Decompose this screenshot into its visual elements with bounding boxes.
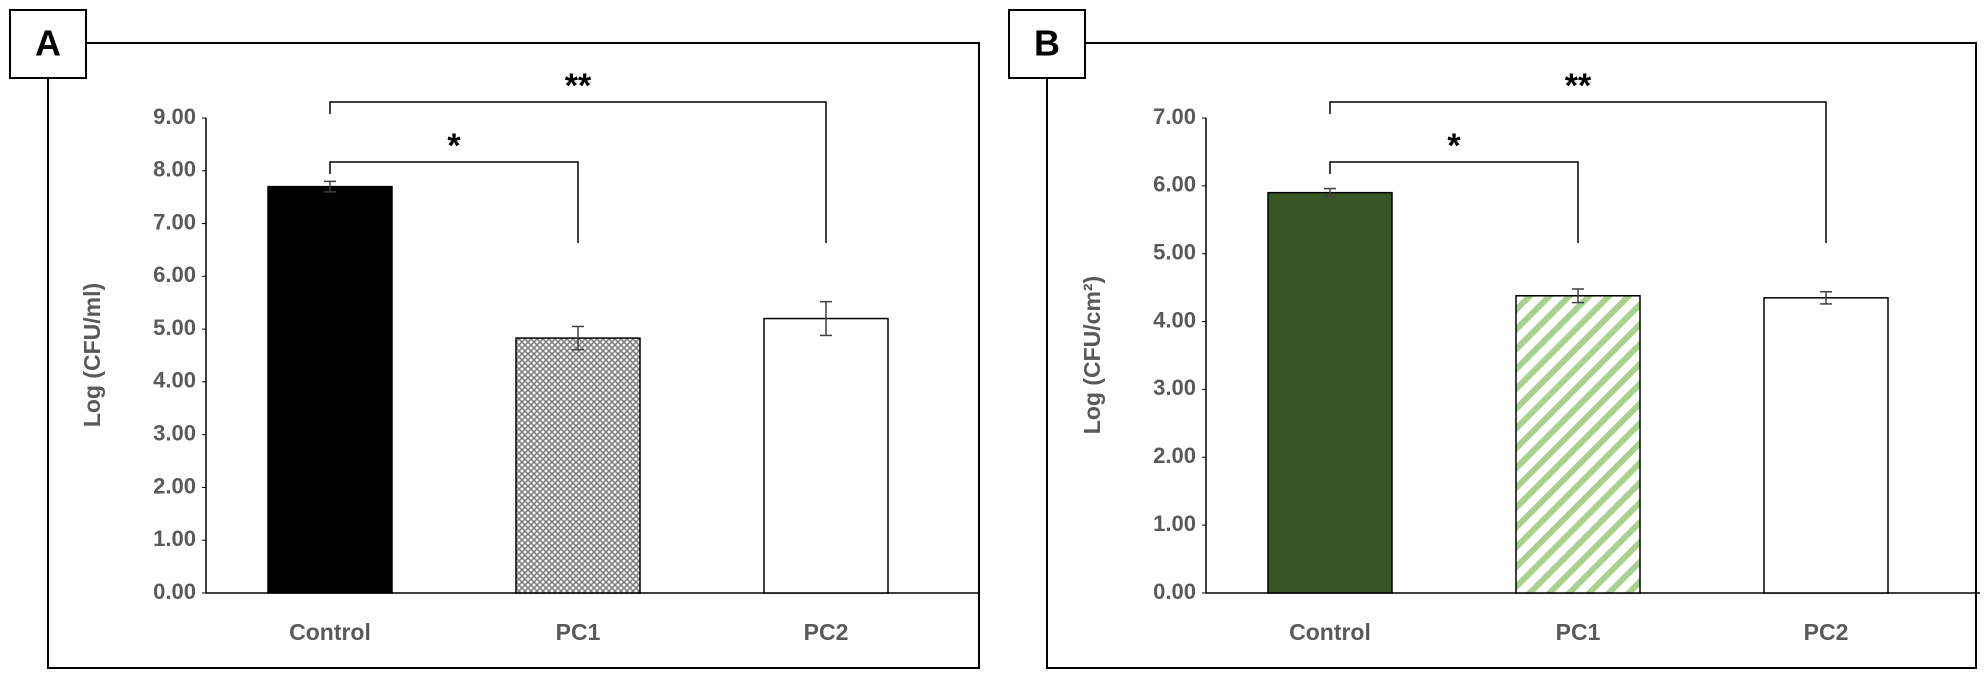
- y-tick-label: 1.00: [153, 526, 196, 551]
- significance-bracket: [329, 161, 579, 243]
- y-tick-label: 9.00: [153, 104, 196, 129]
- significance-label: *: [447, 127, 461, 165]
- y-tick-label: 0.00: [153, 579, 196, 604]
- panel-label-box: [1008, 9, 1086, 79]
- panel-frame: [47, 42, 980, 669]
- y-tick-label: 2.00: [1153, 443, 1196, 468]
- y-tick-label: 0.00: [1153, 579, 1196, 604]
- significance-bracket: [1329, 101, 1827, 243]
- bar: [1515, 295, 1641, 594]
- y-tick-label: 7.00: [153, 209, 196, 234]
- significance-label: *: [1447, 127, 1461, 165]
- x-tick-label: PC1: [1556, 619, 1601, 645]
- y-tick-label: 6.00: [153, 262, 196, 287]
- panel-label-box: [9, 9, 87, 79]
- y-tick-label: 5.00: [153, 315, 196, 340]
- panel-frame: [1046, 42, 1977, 669]
- y-tick-label: 4.00: [1153, 307, 1196, 332]
- bar: [267, 185, 393, 594]
- x-tick-label: PC2: [1804, 619, 1849, 645]
- significance-label: **: [1565, 67, 1592, 105]
- bar: [1267, 191, 1393, 594]
- bar: [515, 337, 641, 594]
- y-tick-label: 7.00: [1153, 104, 1196, 129]
- y-tick-label: 2.00: [153, 473, 196, 498]
- y-tick-label: 1.00: [1153, 511, 1196, 536]
- y-tick-label: 6.00: [1153, 172, 1196, 197]
- y-tick-label: 3.00: [1153, 375, 1196, 400]
- x-tick-label: PC2: [804, 619, 849, 645]
- y-tick-label: 8.00: [153, 157, 196, 182]
- x-tick-label: Control: [1289, 619, 1371, 645]
- x-tick-label: PC1: [556, 619, 601, 645]
- y-axis-label: Log (CFU/ml): [79, 283, 105, 427]
- y-tick-label: 3.00: [153, 420, 196, 445]
- y-tick-label: 4.00: [153, 368, 196, 393]
- panel-label: B: [1034, 23, 1060, 64]
- bar: [1763, 297, 1889, 594]
- y-axis-label: Log (CFU/cm²): [1079, 276, 1105, 434]
- y-tick-label: 5.00: [1153, 240, 1196, 265]
- significance-bracket: [329, 101, 827, 243]
- panel-label: A: [35, 23, 61, 64]
- significance-bracket: [1329, 161, 1579, 243]
- x-tick-label: Control: [289, 619, 371, 645]
- significance-label: **: [565, 67, 592, 105]
- bar: [763, 317, 889, 594]
